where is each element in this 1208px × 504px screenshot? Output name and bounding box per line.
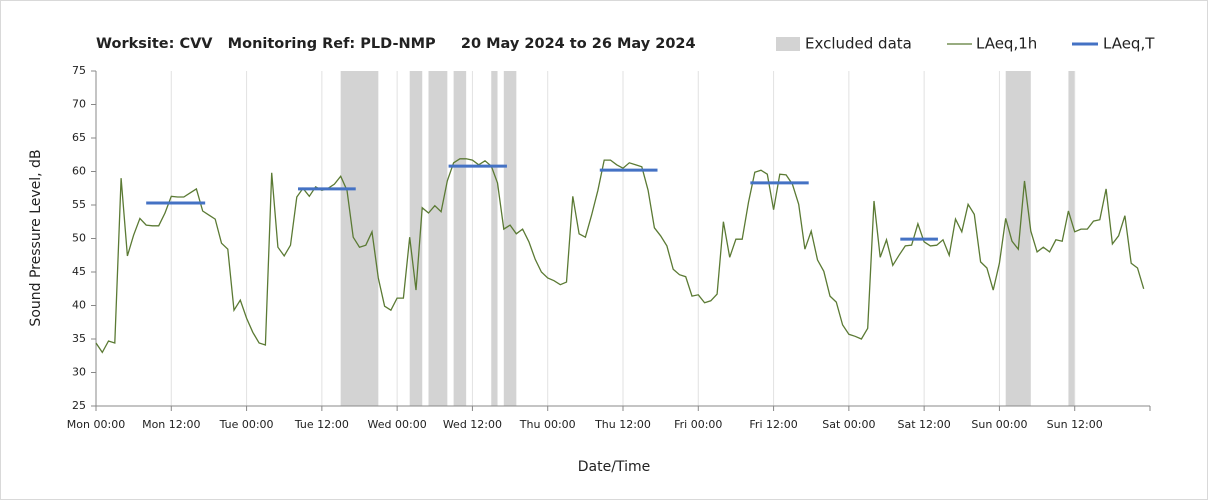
series-line <box>95 158 1145 354</box>
legend-label: LAeq,1h <box>976 35 1037 53</box>
y-tick-label: 35 <box>72 332 86 345</box>
y-tick-label: 60 <box>72 165 86 178</box>
excluded-band <box>503 71 517 406</box>
excluded-band <box>409 71 423 406</box>
excluded-band <box>340 71 379 406</box>
chart-title: Worksite: CVV Monitoring Ref: PLD-NMP 20… <box>96 36 696 52</box>
y-tick-label: 75 <box>72 64 86 77</box>
x-tick-label: Wed 12:00 <box>443 418 502 431</box>
legend-swatch <box>776 37 800 51</box>
excluded-band <box>453 71 467 406</box>
x-tick-label: Mon 00:00 <box>67 418 125 431</box>
excluded-band <box>1068 71 1075 406</box>
x-tick-label: Sat 12:00 <box>898 418 951 431</box>
y-tick-label: 55 <box>72 198 86 211</box>
x-tick-label: Tue 12:00 <box>294 418 349 431</box>
x-tick-label: Tue 00:00 <box>219 418 274 431</box>
y-tick-label: 40 <box>72 299 86 312</box>
y-tick-label: 70 <box>72 98 86 111</box>
y-tick-label: 45 <box>72 265 86 278</box>
x-axis-title: Date/Time <box>578 459 650 475</box>
x-tick-label: Fri 12:00 <box>749 418 797 431</box>
legend-label: Excluded data <box>805 35 912 53</box>
y-tick-label: 65 <box>72 131 86 144</box>
x-tick-label: Mon 12:00 <box>142 418 200 431</box>
y-axis-title: Sound Pressure Level, dB <box>28 149 44 326</box>
excluded-band <box>428 71 448 406</box>
x-tick-label: Thu 00:00 <box>519 418 576 431</box>
x-tick-label: Fri 00:00 <box>674 418 722 431</box>
excluded-band <box>1005 71 1031 406</box>
x-tick-label: Sun 12:00 <box>1047 418 1103 431</box>
x-tick-label: Thu 12:00 <box>594 418 651 431</box>
legend-label: LAeq,T <box>1103 35 1155 53</box>
excluded-band <box>491 71 498 406</box>
x-tick-label: Wed 00:00 <box>368 418 427 431</box>
y-tick-label: 30 <box>72 366 86 379</box>
y-tick-label: 25 <box>72 399 86 412</box>
y-tick-label: 50 <box>72 232 86 245</box>
x-tick-label: Sat 00:00 <box>822 418 875 431</box>
x-tick-label: Sun 00:00 <box>971 418 1027 431</box>
